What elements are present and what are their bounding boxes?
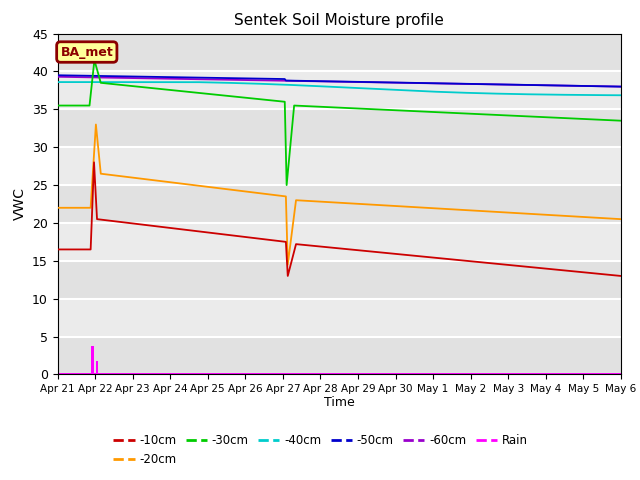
Bar xyxy=(58,185,621,223)
Legend: -10cm, -20cm, -30cm, -40cm, -50cm, -60cm, Rain: -10cm, -20cm, -30cm, -40cm, -50cm, -60cm… xyxy=(109,430,532,471)
Bar xyxy=(58,336,621,374)
Bar xyxy=(58,261,621,299)
Bar xyxy=(96,361,98,374)
Bar xyxy=(92,346,93,374)
Title: Sentek Soil Moisture profile: Sentek Soil Moisture profile xyxy=(234,13,444,28)
X-axis label: Time: Time xyxy=(324,396,355,408)
Y-axis label: VWC: VWC xyxy=(12,188,26,220)
Bar xyxy=(58,34,621,72)
Bar xyxy=(58,109,621,147)
Text: BA_met: BA_met xyxy=(60,46,113,59)
